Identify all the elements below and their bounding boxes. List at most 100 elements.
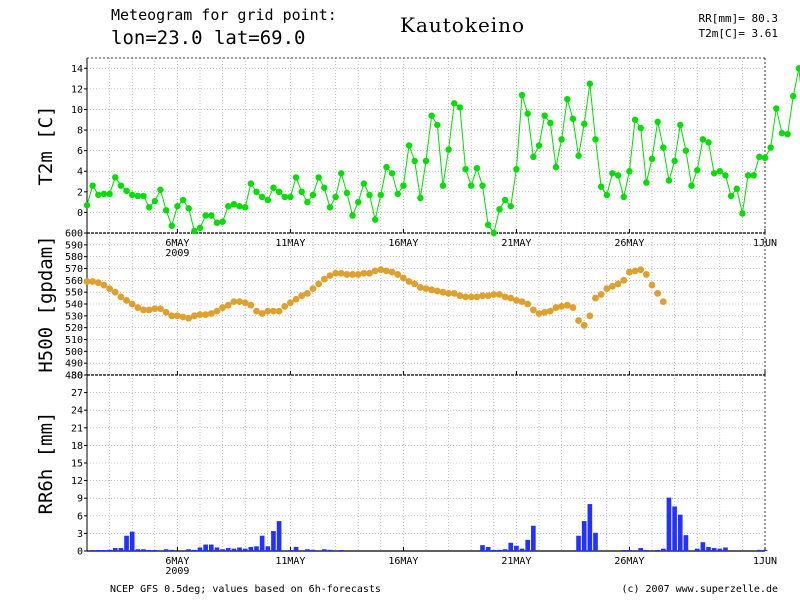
rr-bar [327,549,333,551]
t2m-point [524,110,531,117]
rr-bar [514,545,519,551]
h500-point [428,286,436,294]
t2m-point [547,119,554,127]
t2m-point [439,182,447,189]
rr-bar [186,549,192,551]
h500-point [354,271,362,278]
rr-bar [576,535,581,551]
h500-point [654,289,662,297]
rr-bar [700,542,706,551]
t2m-point [677,121,684,129]
y-axis-title: T2m [C] [35,105,57,185]
h500-point [541,308,549,316]
t2m-point [383,163,390,171]
h500-point [128,300,136,308]
t2m-point [253,188,260,196]
h500-point [360,269,368,277]
t2m-point [315,174,322,181]
h500-point [529,306,537,314]
y-tick-label: 550 [65,288,83,299]
t2m-point [394,190,401,198]
y-tick-label: 8 [77,126,83,137]
y-tick-label: 570 [65,264,83,275]
h500-point [315,280,323,288]
rr-bar [124,535,129,551]
y-tick-label: 3 [77,529,83,540]
h500-point [134,304,142,311]
h500-point [83,278,91,285]
t2m-point [434,121,441,129]
h500-point [524,300,532,308]
t2m-point [665,177,673,184]
h500-point [592,294,599,302]
rr-bar [627,550,632,551]
y-tick-label: 560 [65,276,83,287]
h500-point [337,269,345,277]
h500-point [518,298,526,306]
h500-point [303,289,311,297]
h500-point [563,301,571,309]
t2m-point [688,182,695,189]
y-tick-label: 27 [71,388,83,399]
h500-point [603,285,611,293]
y-tick-label: 15 [71,459,83,470]
t2m-point [360,180,368,187]
t2m-point [264,196,271,204]
t2m-point [592,136,599,143]
h500-point [185,314,193,322]
t2m-point [705,139,712,146]
y-tick-label: 540 [65,300,83,311]
h500-point [439,288,447,296]
meteogram-heading: Meteogram for grid point: [111,6,337,24]
t2m-point [377,191,384,199]
y-axis-title: RR6h [mm] [35,412,57,515]
x-tick-label: 1JUN [753,238,777,249]
t2m-point [756,153,763,161]
t2m-point [83,202,91,209]
rr-bar [519,548,525,551]
data-source-note: NCEP GFS 0.5deg; values based on 6h-fore… [110,584,381,595]
t2m-point [761,154,769,162]
t2m-point [242,204,249,211]
t2m-point [213,219,221,226]
h500-point [258,310,266,317]
h500-point [117,293,125,301]
t2m-point [462,165,469,173]
h500-point [298,292,306,300]
h500-point [433,287,441,295]
precipitation-total: RR[mm]= 80.3 [698,12,778,25]
rr-bar [265,546,271,551]
t2m-point [643,179,650,186]
t2m-point [287,193,294,201]
rr-bar [197,547,203,551]
rr-bar [90,550,95,551]
t2m-point [349,212,356,219]
t2m-point [456,104,464,111]
h500-point [456,292,464,300]
temperature-mean: T2m[C]= 3.61 [698,27,778,40]
rr-bar [338,550,344,551]
y-tick-label: 530 [65,311,83,322]
rr-bar [491,550,497,551]
t2m-point [275,188,283,196]
x-tick-label: 6MAY [165,238,189,249]
t2m-point [304,198,311,206]
t2m-point [727,192,735,200]
h500-point [292,295,300,303]
rr-bar [112,548,118,551]
t2m-point [428,112,435,119]
copyright-note: (c) 2007 www.superzelle.de [621,584,778,595]
h500-point [631,267,639,275]
y-tick-label: 490 [65,359,83,370]
t2m-point [422,157,430,165]
t2m-point [479,182,486,189]
t2m-point [112,174,119,181]
h500-point [626,268,633,276]
y-tick-label: 18 [71,441,83,452]
h500-point [496,291,503,298]
t2m-point [321,184,328,191]
